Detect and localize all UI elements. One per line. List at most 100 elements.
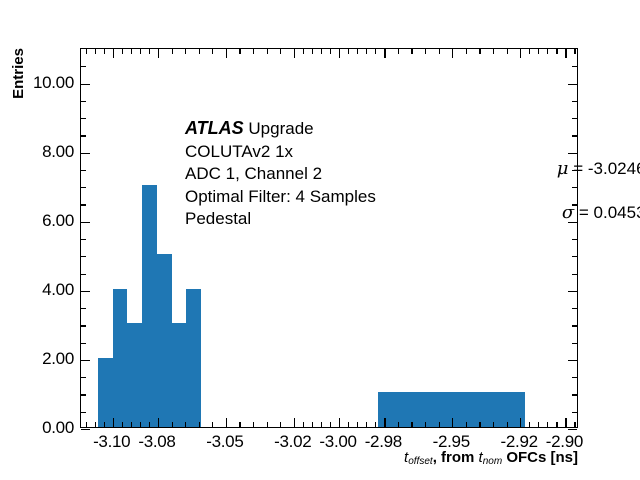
x-tick-label: -3.02 <box>274 432 312 451</box>
x-tick-minor-top <box>198 49 200 54</box>
x-axis-title-t-offset-subscript: offset <box>408 456 433 467</box>
annotation-line-3: ADC 1, Channel 2 <box>185 164 323 183</box>
x-tick-minor <box>139 422 142 427</box>
x-tick-label: -3.00 <box>319 432 357 451</box>
x-tick-minor <box>574 422 576 427</box>
y-tick-minor <box>81 273 86 275</box>
x-tick-minor-top <box>266 49 268 54</box>
x-tick-minor <box>556 422 558 427</box>
x-tick-minor-top <box>103 49 105 54</box>
x-tick-minor <box>212 422 214 427</box>
y-tick-minor-right <box>572 118 577 120</box>
y-tick-minor-right <box>572 377 577 379</box>
x-tick-minor-top <box>212 49 214 54</box>
y-axis-title: Entries <box>0 0 27 99</box>
x-tick-minor <box>425 422 427 427</box>
y-tick-minor <box>81 100 86 102</box>
x-tick-minor-top <box>538 49 540 54</box>
annotation-stats-block: μ = -3.02464 σ = 0.04538 <box>411 147 640 235</box>
sigma-value: = 0.04538 <box>578 203 640 222</box>
x-tick-major <box>520 418 522 427</box>
y-tick-minor <box>81 325 86 327</box>
x-axis-title-mid: , from <box>432 449 479 466</box>
y-tick-major <box>81 83 90 85</box>
y-tick-minor <box>81 394 86 396</box>
x-tick-minor-top <box>479 49 481 54</box>
y-tick-minor-right <box>572 411 577 413</box>
mu-symbol: μ <box>556 158 569 179</box>
x-tick-label: -3.05 <box>206 432 244 451</box>
x-tick-major-top <box>452 49 454 58</box>
x-axis-title-t-offset: t <box>404 449 409 466</box>
y-tick-minor <box>81 342 86 344</box>
y-tick-minor-right <box>572 187 577 189</box>
y-tick-minor-right <box>572 169 577 172</box>
x-tick-minor <box>538 422 540 427</box>
x-axis-title-t-nom-subscript: nom <box>482 456 503 467</box>
y-tick-minor <box>81 377 86 379</box>
x-tick-major-top <box>339 49 341 58</box>
x-axis-title: toffset, from tnom OFCs [ns] <box>0 449 578 467</box>
y-tick-minor <box>81 204 86 206</box>
y-tick-major-right <box>568 152 577 154</box>
histogram-bar <box>171 323 187 427</box>
x-tick-minor <box>266 422 268 427</box>
x-tick-minor <box>366 422 368 427</box>
x-tick-minor <box>121 422 123 427</box>
atlas-label: ATLAS <box>185 118 244 138</box>
x-tick-minor-top <box>280 49 282 54</box>
stat-sigma: σ = 0.04538 <box>411 191 640 235</box>
stat-mu: μ = -3.02464 <box>411 147 640 191</box>
y-tick-major <box>81 359 90 362</box>
x-tick-minor-top <box>171 49 173 54</box>
x-tick-major <box>452 418 454 427</box>
y-tick-minor-right <box>572 308 577 310</box>
x-tick-minor <box>94 422 96 427</box>
x-tick-major-top <box>384 49 386 58</box>
annotation-atlas-line: ATLAS Upgrade <box>185 117 376 141</box>
x-tick-minor-top <box>148 49 151 54</box>
x-tick-minor-top <box>357 49 359 54</box>
y-tick-minor <box>81 135 86 137</box>
histogram-bars <box>81 49 577 427</box>
x-tick-minor-top <box>239 49 241 54</box>
y-tick-label: 6.00 <box>42 210 74 230</box>
y-tick-label: 10.00 <box>32 72 74 92</box>
x-tick-minor-top <box>397 49 400 54</box>
x-tick-minor <box>411 422 413 427</box>
x-tick-minor <box>330 422 332 427</box>
y-tick-minor-right <box>572 342 577 344</box>
x-tick-minor <box>253 422 255 427</box>
x-tick-minor <box>171 422 173 427</box>
y-tick-label: 2.00 <box>42 348 74 368</box>
x-tick-minor <box>479 422 481 427</box>
x-tick-label: -2.92 <box>500 432 539 451</box>
x-tick-major <box>339 418 341 427</box>
x-tick-minor <box>198 422 200 427</box>
y-tick-minor <box>81 239 86 241</box>
y-tick-major <box>81 290 90 292</box>
x-tick-minor-top <box>185 49 187 54</box>
atlas-suffix-label: Upgrade <box>248 119 314 138</box>
x-tick-major <box>225 418 228 427</box>
x-tick-major-top <box>112 49 114 58</box>
y-tick-minor-right <box>572 239 577 241</box>
x-tick-minor-top <box>438 49 440 54</box>
x-tick-minor-top <box>253 49 255 54</box>
x-tick-minor-top <box>529 49 531 54</box>
x-tick-minor <box>311 422 314 427</box>
sigma-symbol: σ <box>561 202 575 223</box>
histogram-bar <box>186 288 201 427</box>
x-tick-minor <box>547 422 549 427</box>
y-tick-major-right <box>568 429 577 431</box>
annotation-info-block: ATLAS Upgrade COLUTAv2 1x ADC 1, Channel… <box>185 117 376 231</box>
annotation-line-2: COLUTAv2 1x <box>185 141 294 161</box>
y-tick-minor <box>81 169 86 172</box>
x-tick-minor-top <box>130 49 132 54</box>
annotation-line-5: Pedestal <box>185 209 252 228</box>
x-axis-title-t-nom: t <box>478 449 483 466</box>
x-tick-minor-top <box>85 49 87 54</box>
x-tick-minor <box>438 422 440 427</box>
y-tick-minor <box>81 118 86 120</box>
